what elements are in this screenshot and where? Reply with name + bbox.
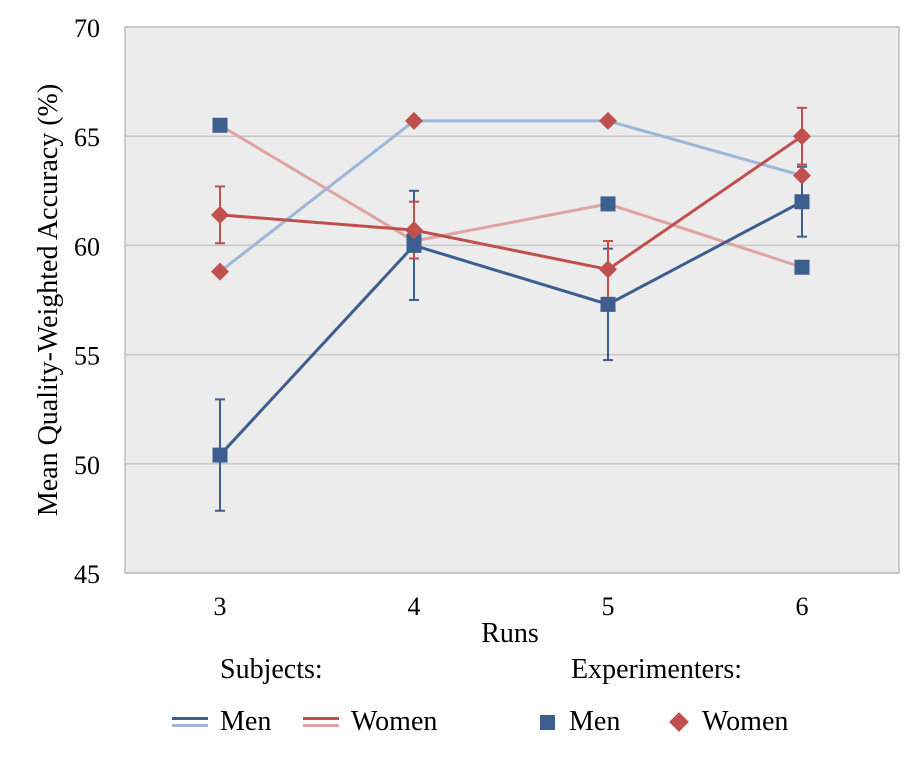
series-line xyxy=(218,200,803,457)
legend-experimenters-heading: Experimenters: xyxy=(571,654,743,685)
series-line xyxy=(219,119,803,273)
diamond-marker xyxy=(211,262,229,281)
y-axis-label: Mean Quality-Weighted Accuracy (%) xyxy=(33,84,64,516)
square-marker-icon xyxy=(540,714,555,730)
diamond-marker-icon xyxy=(669,712,689,732)
x-axis-label: Runs xyxy=(481,618,539,649)
diamond-marker xyxy=(793,166,811,185)
square-marker xyxy=(600,196,616,212)
legend-item-subjects-men: Men xyxy=(172,706,271,738)
legend-label-experimenters-women: Women xyxy=(702,706,789,737)
legend-label-subjects-women: Women xyxy=(351,706,438,737)
diamond-marker xyxy=(599,260,617,279)
legend-line-swatch-men xyxy=(172,715,208,729)
y-tick-label: 50 xyxy=(74,451,100,480)
legend-line-swatch-women xyxy=(303,715,339,729)
y-tick-label: 55 xyxy=(74,342,100,371)
x-tick-label: 6 xyxy=(796,592,809,621)
square-marker xyxy=(794,194,810,210)
y-tick-label: 45 xyxy=(74,560,100,589)
legend-subjects-heading: Subjects: xyxy=(220,654,323,685)
diamond-marker xyxy=(211,205,229,224)
x-tick-label: 3 xyxy=(214,592,227,621)
y-tick-label: 70 xyxy=(74,14,100,43)
x-tick-label: 5 xyxy=(602,592,615,621)
y-tick-label: 60 xyxy=(74,232,100,261)
square-marker xyxy=(600,296,616,312)
diamond-marker xyxy=(405,111,423,130)
legend-item-experimenters-women: Women xyxy=(668,706,788,738)
square-marker xyxy=(212,117,228,133)
y-tick-label: 65 xyxy=(74,123,100,152)
diamond-marker xyxy=(405,221,423,240)
plot-area xyxy=(124,26,900,574)
legend-label-subjects-men: Men xyxy=(220,706,272,737)
x-tick-label: 4 xyxy=(408,592,421,621)
legend-item-subjects-women: Women xyxy=(303,706,437,738)
legend-label-experimenters-men: Men xyxy=(569,706,621,737)
series-line xyxy=(219,134,803,272)
square-marker xyxy=(406,233,422,249)
square-marker xyxy=(212,447,228,463)
legend-item-experimenters-men: Men xyxy=(540,706,620,738)
series-line xyxy=(219,123,803,269)
square-marker xyxy=(794,259,810,275)
diamond-marker xyxy=(599,111,617,130)
diamond-marker xyxy=(793,127,811,146)
